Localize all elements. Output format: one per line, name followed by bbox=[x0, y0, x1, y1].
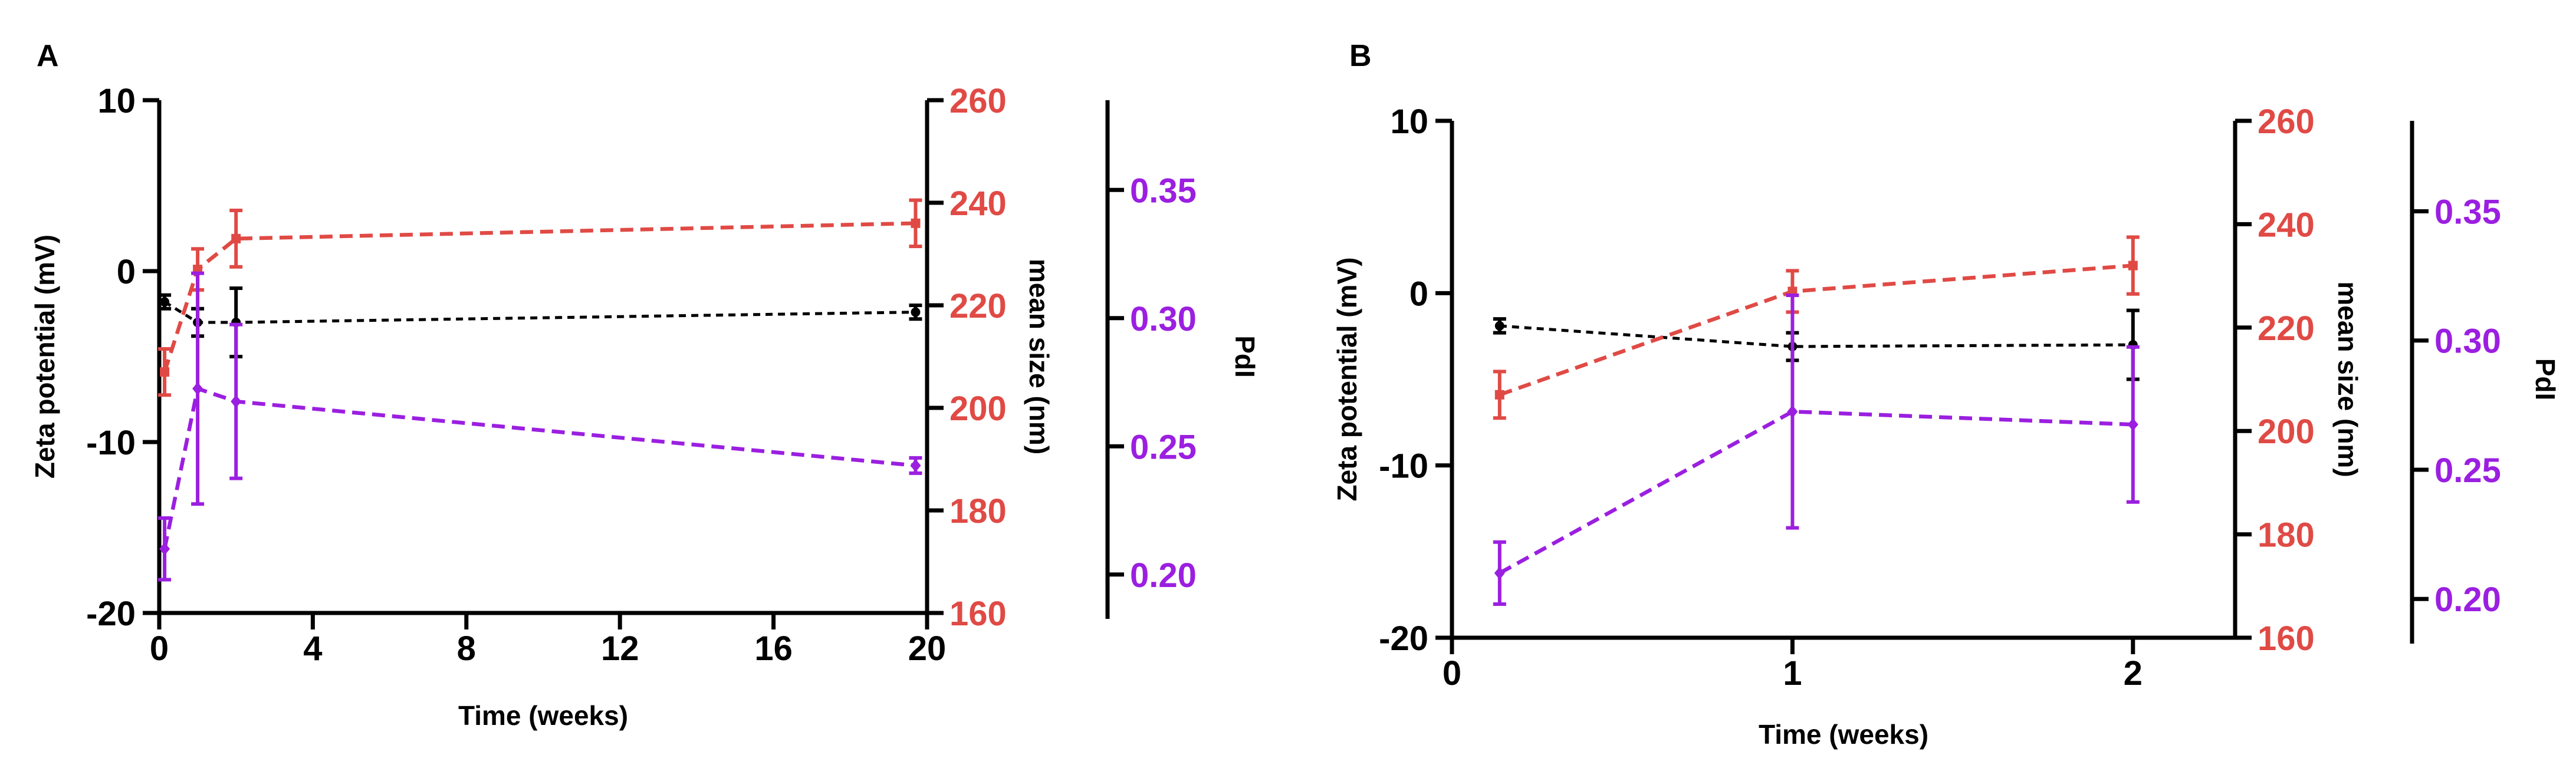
zeta-tick-label: -20 bbox=[86, 595, 136, 633]
zeta-tick-label: 0 bbox=[1409, 275, 1428, 313]
size-tick-label: 180 bbox=[2258, 516, 2315, 555]
size-series-line bbox=[163, 221, 916, 373]
pdi-data-point bbox=[231, 395, 242, 408]
size-data-point bbox=[2128, 261, 2138, 271]
size-tick-label: 220 bbox=[949, 287, 1007, 325]
x-tick-label: 20 bbox=[908, 629, 947, 668]
size-axis-title: mean size (nm) bbox=[2332, 281, 2363, 477]
size-tick-label: 240 bbox=[2258, 206, 2315, 244]
pdi-axis-title: PdI bbox=[1230, 335, 1260, 378]
pdi-tick-label: 0.35 bbox=[1130, 172, 1197, 210]
x-axis-title: Time (weeks) bbox=[1759, 719, 1928, 750]
size-tick-label: 200 bbox=[949, 390, 1007, 428]
pdi-data-point bbox=[910, 459, 921, 472]
x-tick-label: 8 bbox=[457, 629, 476, 668]
size-data-point bbox=[160, 367, 170, 377]
pdi-tick-label: 0.25 bbox=[2434, 451, 2501, 490]
x-tick-label: 1 bbox=[1783, 654, 1802, 693]
size-data-point bbox=[911, 218, 921, 228]
size-tick-label: 160 bbox=[949, 595, 1007, 633]
pdi-tick-label: 0.25 bbox=[1130, 428, 1197, 466]
pdi-axis-title: PdI bbox=[2530, 358, 2561, 401]
x-tick-label: 4 bbox=[303, 629, 322, 668]
zeta-data-point bbox=[160, 297, 170, 307]
size-tick-label: 200 bbox=[2258, 413, 2315, 451]
x-tick-label: 0 bbox=[150, 629, 169, 668]
panel-b: B 0 1 2 Time (weeks) -20 -10 0 10 Zeta potential … bbox=[1332, 39, 2561, 750]
panel-a: A 0 4 8 12 16 20 Time (weeks) -20 -10 0 10 Zeta pote… bbox=[29, 39, 1260, 731]
zeta-tick-label: -10 bbox=[86, 424, 136, 462]
pdi-data-point bbox=[159, 542, 170, 556]
size-series-line bbox=[1499, 263, 2134, 397]
pdi-tick-label: 0.30 bbox=[1130, 300, 1197, 338]
panel-label: A bbox=[37, 39, 59, 73]
size-tick-label: 260 bbox=[949, 82, 1007, 120]
pdi-series-line bbox=[1499, 410, 2133, 575]
pdi-tick-label: 0.30 bbox=[2434, 322, 2501, 361]
zeta-tick-label: 10 bbox=[1390, 103, 1428, 141]
pdi-data-point bbox=[1494, 566, 1505, 580]
zeta-data-point bbox=[1494, 321, 1504, 331]
size-tick-label: 260 bbox=[2258, 103, 2315, 141]
pdi-data-point bbox=[1787, 405, 1798, 418]
zeta-axis-title: Zeta potential (mV) bbox=[29, 235, 60, 479]
pdi-data-point bbox=[2127, 418, 2138, 431]
zeta-tick-label: -10 bbox=[1379, 447, 1428, 486]
pdi-series-line bbox=[162, 386, 916, 549]
panel-label: B bbox=[1349, 39, 1372, 73]
pdi-data-point bbox=[192, 382, 203, 395]
size-data-point bbox=[231, 233, 241, 243]
x-tick-label: 0 bbox=[1443, 654, 1461, 693]
size-axis-title: mean size (nm) bbox=[1024, 259, 1054, 454]
x-axis-title: Time (weeks) bbox=[458, 700, 628, 731]
zeta-tick-label: 10 bbox=[97, 82, 136, 120]
x-tick-label: 16 bbox=[754, 629, 793, 668]
x-tick-label: 2 bbox=[2124, 654, 2143, 693]
zeta-tick-label: 0 bbox=[117, 253, 136, 291]
size-tick-label: 220 bbox=[2258, 309, 2315, 348]
zeta-series-line bbox=[163, 301, 916, 324]
pdi-tick-label: 0.20 bbox=[1130, 556, 1197, 595]
zeta-tick-label: -20 bbox=[1379, 619, 1428, 658]
size-tick-label: 240 bbox=[949, 184, 1007, 223]
size-data-point bbox=[1494, 390, 1504, 400]
zeta-series-line bbox=[1499, 324, 2133, 348]
size-tick-label: 160 bbox=[2258, 619, 2315, 658]
x-tick-label: 12 bbox=[601, 629, 639, 668]
zeta-data-point bbox=[911, 307, 921, 317]
zeta-axis-title: Zeta potential (mV) bbox=[1332, 257, 1362, 501]
pdi-tick-label: 0.20 bbox=[2434, 581, 2501, 619]
size-tick-label: 180 bbox=[949, 492, 1007, 530]
pdi-tick-label: 0.35 bbox=[2434, 193, 2501, 231]
